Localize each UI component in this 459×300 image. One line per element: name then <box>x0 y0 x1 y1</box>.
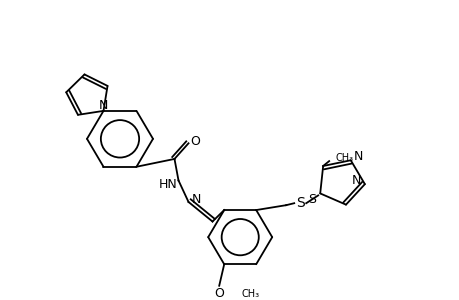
Text: S: S <box>308 193 315 206</box>
Text: CH₃: CH₃ <box>241 289 259 298</box>
Text: O: O <box>190 135 200 148</box>
Text: N: N <box>99 100 108 112</box>
Text: N: N <box>353 150 363 163</box>
Text: CH₃: CH₃ <box>335 153 353 163</box>
Text: S: S <box>295 196 304 210</box>
Text: N: N <box>352 174 361 187</box>
Text: HN: HN <box>159 178 178 191</box>
Text: N: N <box>191 194 201 206</box>
Text: O: O <box>214 287 224 300</box>
